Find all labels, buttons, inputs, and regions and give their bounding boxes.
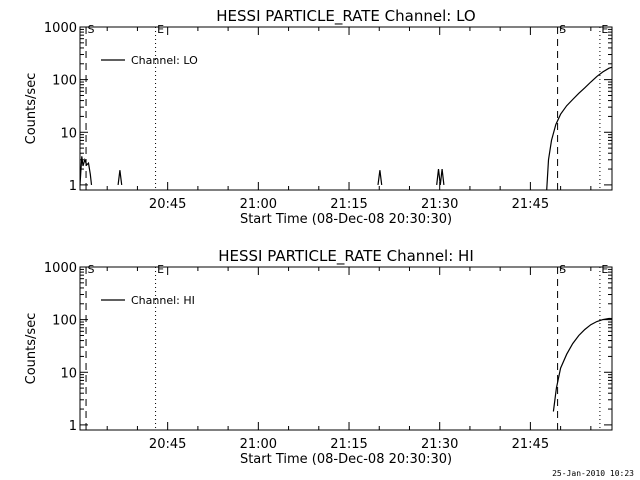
- chart-panel-1: HESSI PARTICLE_RATE Channel: HI 20:45 21:0…: [24, 247, 613, 467]
- legend-label: Channel: HI: [131, 294, 195, 307]
- generation-timestamp: 25-Jan-2010 10:23: [552, 469, 634, 478]
- x-tick-label: 21:15: [330, 197, 367, 212]
- x-tick-label: 21:00: [240, 197, 277, 212]
- y-tick-label: 1: [69, 419, 77, 434]
- y-tick-label: 1: [69, 179, 77, 194]
- x-tick-label: 21:15: [330, 437, 367, 452]
- chart-panel-0: HESSI PARTICLE_RATE Channel: LO 20:45 21:0…: [24, 7, 613, 227]
- x-axis-label: Start Time (08-Dec-08 20:30:30): [240, 212, 452, 227]
- series-line: [552, 317, 612, 412]
- y-axis-label: Counts/sec: [24, 313, 39, 385]
- x-tick-label: 20:45: [149, 197, 186, 212]
- legend-label: Channel: LO: [131, 54, 198, 67]
- marker-label: E: [157, 263, 164, 276]
- marker-label: E: [601, 23, 608, 36]
- series-line: [436, 169, 445, 185]
- marker-label: E: [157, 23, 164, 36]
- x-tick-label: 21:45: [512, 437, 549, 452]
- y-tick-label: 100: [52, 74, 77, 89]
- series-line: [546, 66, 612, 190]
- y-tick-label: 1000: [44, 21, 77, 36]
- y-tick-label: 100: [52, 314, 77, 329]
- chart-title: HESSI PARTICLE_RATE Channel: HI: [218, 247, 474, 266]
- x-tick-label: 21:45: [512, 197, 549, 212]
- y-tick-label: 1000: [44, 261, 77, 276]
- x-tick-label: 20:45: [149, 437, 186, 452]
- x-tick-label: 21:00: [240, 437, 277, 452]
- marker-label: E: [601, 263, 608, 276]
- y-axis-label: Counts/sec: [24, 73, 39, 145]
- chart-title: HESSI PARTICLE_RATE Channel: LO: [216, 7, 475, 26]
- y-tick-label: 10: [60, 366, 77, 381]
- plot-frame: [79, 26, 613, 191]
- marker-label: S: [88, 23, 95, 36]
- series-line: [117, 170, 123, 185]
- marker-label: S: [559, 263, 566, 276]
- x-tick-label: 21:30: [421, 197, 458, 212]
- marker-label: S: [88, 263, 95, 276]
- x-tick-label: 21:30: [421, 437, 458, 452]
- y-tick-label: 10: [60, 126, 77, 141]
- plot-frame: [79, 266, 613, 431]
- series-line: [80, 156, 93, 185]
- marker-label: S: [559, 23, 566, 36]
- x-axis-label: Start Time (08-Dec-08 20:30:30): [240, 452, 452, 467]
- series-line: [377, 170, 383, 185]
